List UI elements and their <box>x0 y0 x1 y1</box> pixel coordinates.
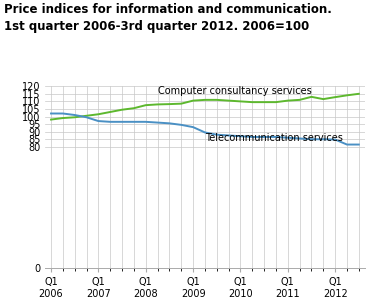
Text: Computer consultancy services: Computer consultancy services <box>158 86 311 96</box>
Text: Price indices for information and communication.
1st quarter 2006-3rd quarter 20: Price indices for information and commun… <box>4 3 332 33</box>
Text: Telecommunication services: Telecommunication services <box>205 133 343 144</box>
